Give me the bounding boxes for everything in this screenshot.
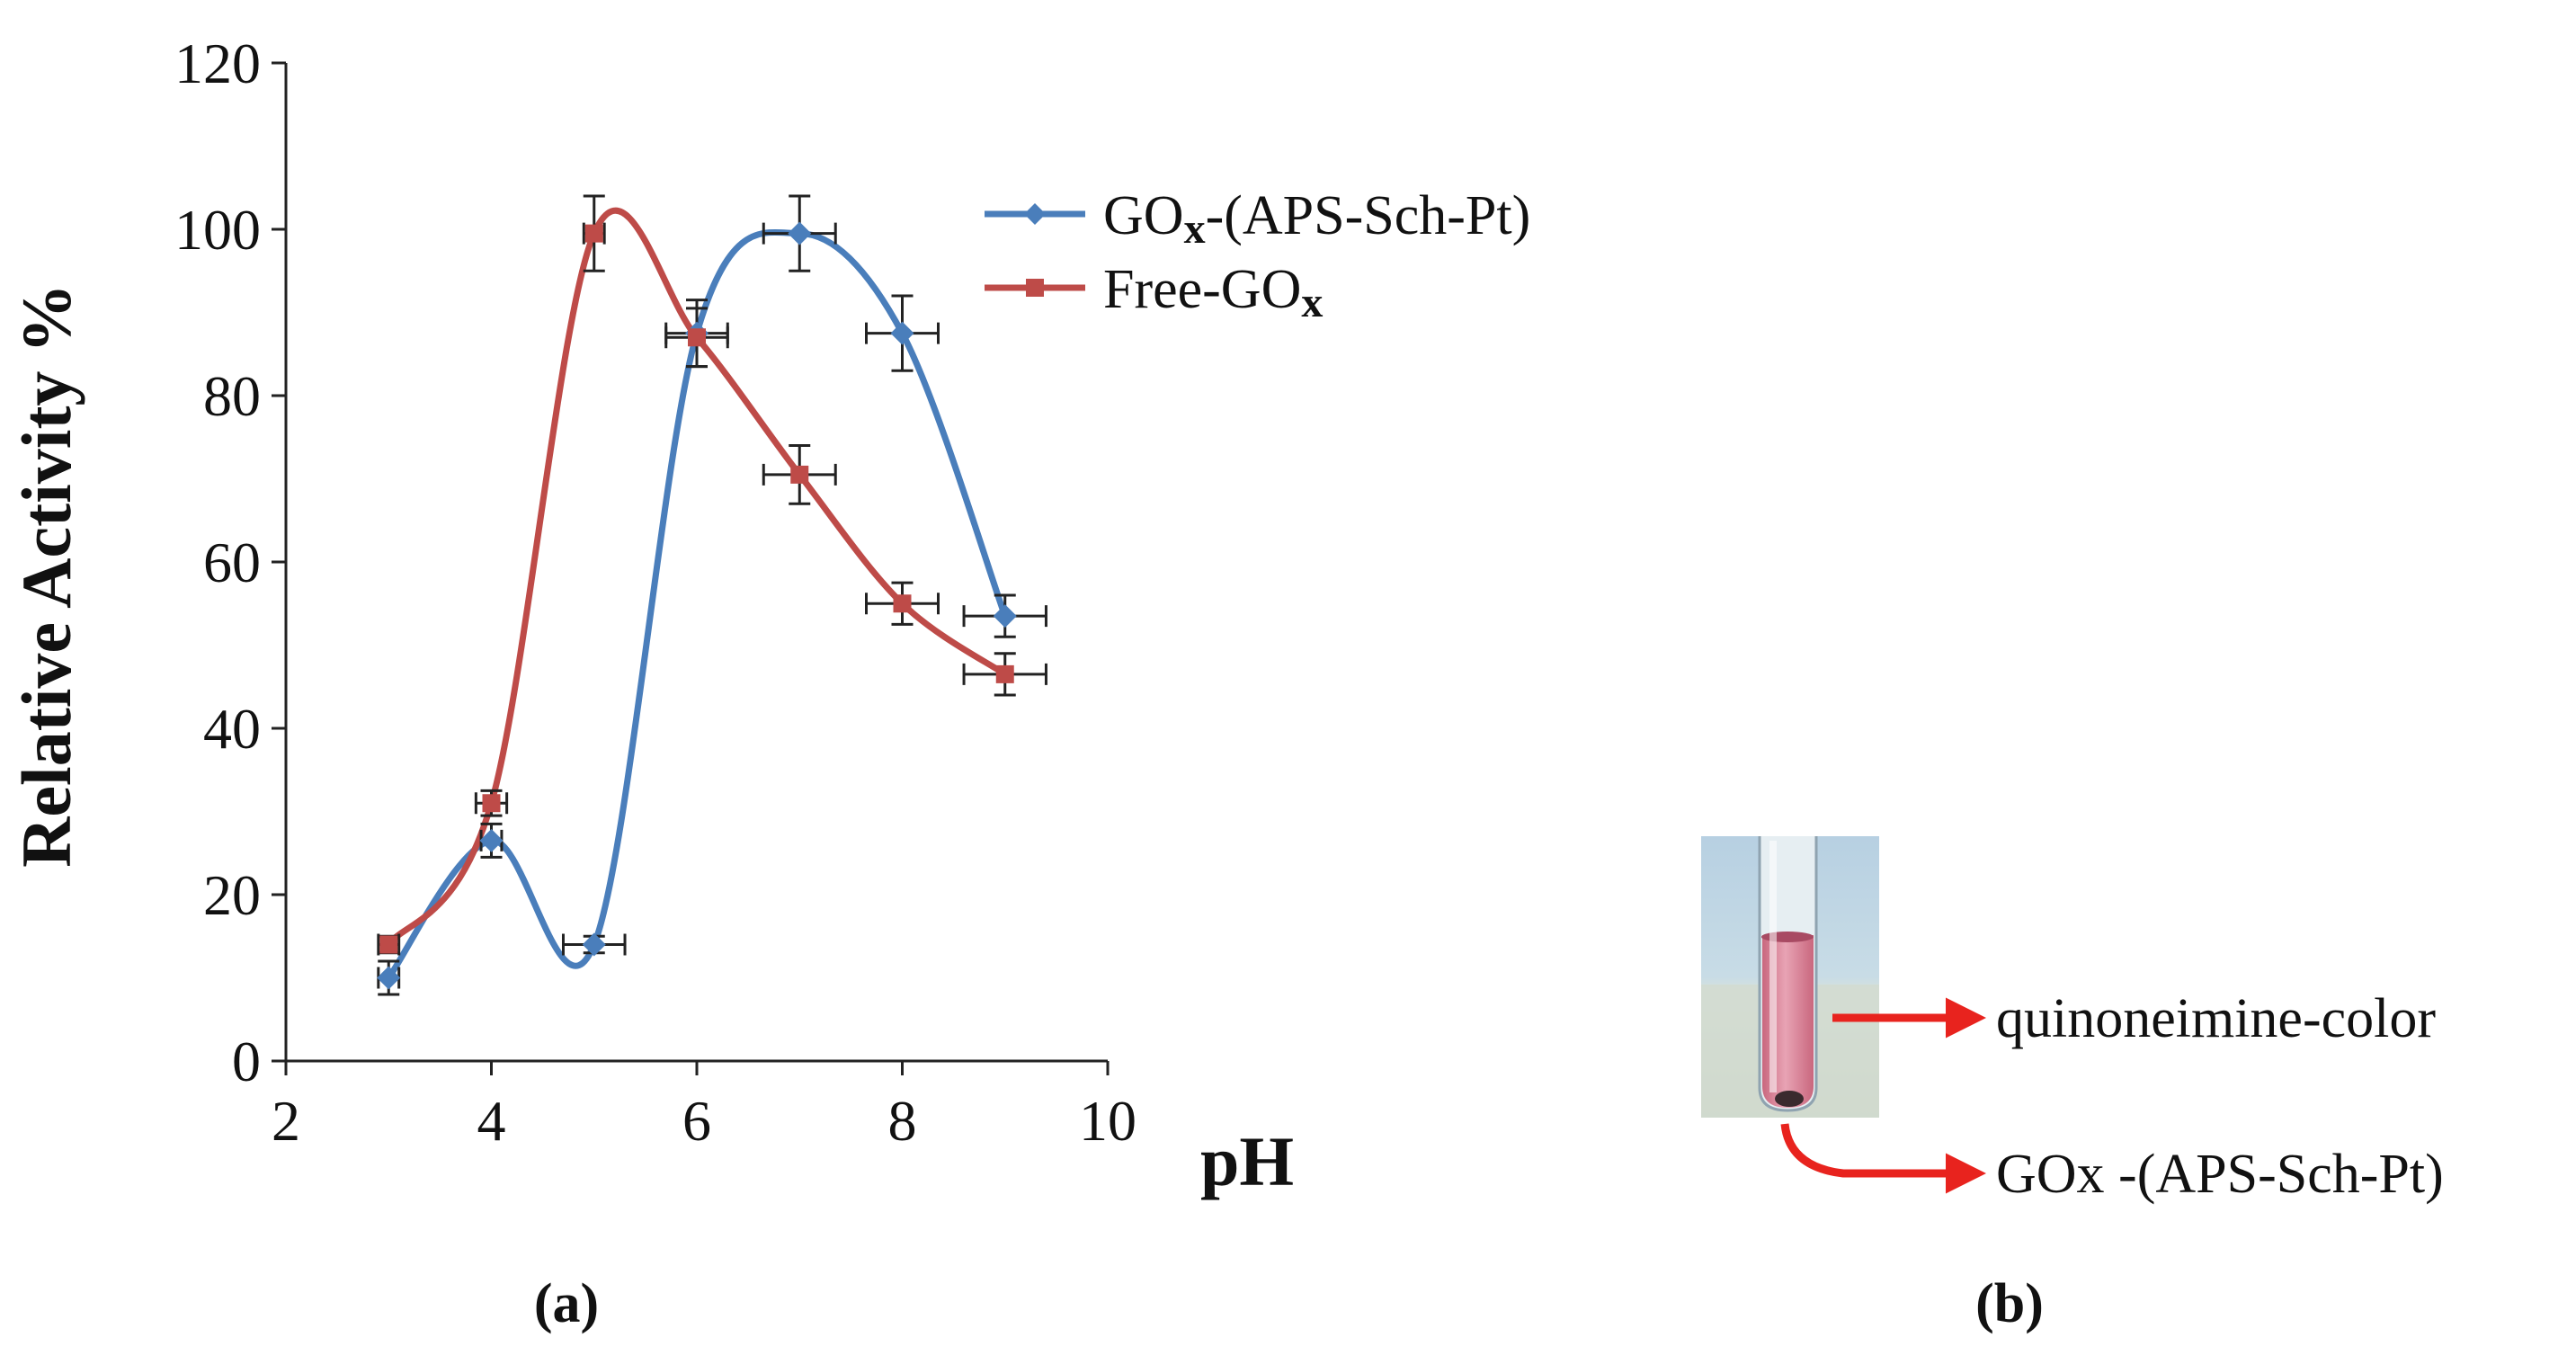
y-tick-label: 20: [203, 863, 261, 927]
x-tick-label: 4: [477, 1089, 506, 1153]
chart-error-bars: [377, 194, 1047, 996]
x-tick-label: 2: [272, 1089, 300, 1153]
chart-axes: [272, 61, 1110, 1075]
data-point-diamond: [377, 966, 401, 990]
legend-label: Free-GOx: [1103, 259, 1323, 326]
enzyme-arrow: [1780, 1123, 1986, 1194]
legend-swatch-square: [1026, 279, 1044, 297]
data-point-diamond: [788, 221, 812, 245]
data-point-square: [379, 935, 398, 954]
chart-markers: [377, 221, 1017, 990]
data-point-square: [893, 594, 912, 613]
data-point-square: [482, 794, 501, 813]
y-tick-label: 120: [174, 31, 261, 95]
x-tick-label: 6: [682, 1089, 711, 1153]
x-tick-label: 10: [1079, 1089, 1136, 1153]
legend-swatch-diamond: [1024, 203, 1046, 225]
y-tick-label: 80: [203, 364, 261, 428]
chart-legend: GOx-(APS-Sch-Pt)Free-GOx: [985, 185, 1530, 326]
panel-label-b: (b): [1975, 1273, 2044, 1334]
data-point-diamond: [582, 932, 606, 957]
enzyme-label: GOx -(APS-Sch-Pt): [1996, 1144, 2444, 1205]
ph-activity-chart: 0 20 40 60 80 100 120 2 4 6 8 10 Relative Activity …: [7, 31, 1530, 1200]
data-point-diamond: [479, 828, 504, 852]
y-tick-label: 40: [203, 697, 261, 761]
y-axis-title: Relative Activity %: [7, 283, 85, 868]
y-tick-label: 60: [203, 530, 261, 594]
photo-annotations: quinoneimine-color GOx -(APS-Sch-Pt): [1780, 988, 2444, 1205]
quinoneimine-label: quinoneimine-color: [1996, 988, 2436, 1049]
data-point-square: [688, 328, 706, 347]
legend-label: GOx-(APS-Sch-Pt): [1103, 185, 1530, 253]
legend-item: GOx-(APS-Sch-Pt): [985, 185, 1530, 253]
data-point-diamond: [993, 604, 1017, 629]
y-tick-label: 0: [232, 1030, 261, 1093]
x-axis-title: pH: [1200, 1122, 1294, 1200]
legend-item: Free-GOx: [985, 259, 1323, 326]
test-tube-photo: [1701, 836, 1879, 1118]
x-tick-label: 8: [888, 1089, 917, 1153]
y-tick-label: 100: [174, 198, 261, 262]
data-point-square: [790, 465, 809, 484]
panel-label-a: (a): [534, 1273, 599, 1334]
data-point-square: [584, 224, 603, 243]
chart-tick-labels: 0 20 40 60 80 100 120 2 4 6 8 10: [174, 31, 1136, 1153]
data-point-square: [995, 664, 1014, 683]
data-point-diamond: [890, 321, 914, 345]
